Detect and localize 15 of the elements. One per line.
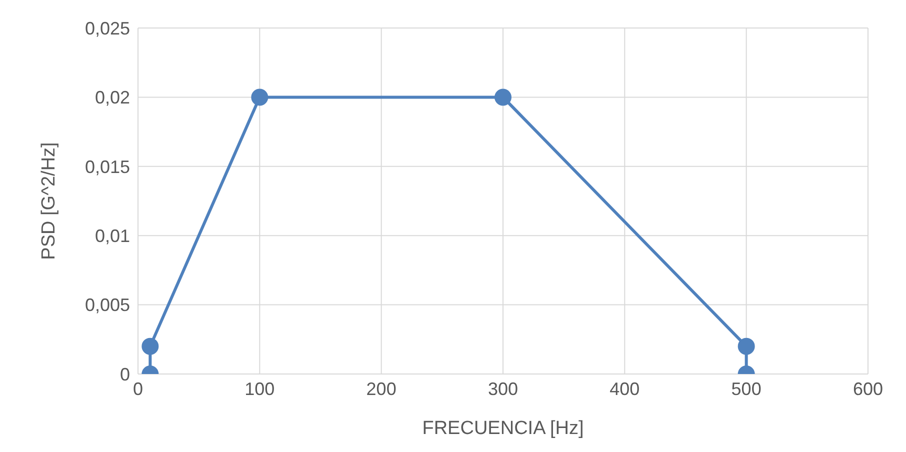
x-tick-label: 200: [366, 378, 396, 399]
x-axis-title: FRECUENCIA [Hz]: [422, 418, 584, 439]
y-tick-label: 0,005: [84, 295, 130, 316]
y-axis-title: PSD [G^2/Hz]: [38, 142, 60, 260]
x-tick-label: 100: [244, 378, 275, 399]
x-tick-label: 600: [852, 378, 884, 399]
x-tick-label: 400: [610, 378, 640, 399]
y-tick-label: 0: [120, 364, 130, 384]
y-tick-label: 0,015: [84, 156, 130, 177]
x-tick-label: 500: [731, 378, 762, 399]
y-tick-label: 0,01: [94, 226, 130, 246]
x-tick-label: 300: [488, 378, 518, 399]
x-tick-label: 0: [132, 378, 144, 399]
y-tick-label: 0,02: [94, 88, 130, 108]
y-tick-label: 0,025: [84, 18, 130, 38]
